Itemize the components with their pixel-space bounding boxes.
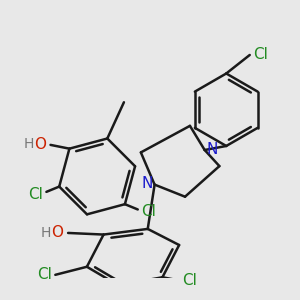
Text: O: O [34, 136, 46, 152]
Text: Cl: Cl [28, 187, 43, 202]
Text: Cl: Cl [253, 47, 268, 62]
Text: N: N [206, 142, 218, 157]
Text: H: H [41, 226, 52, 240]
Text: N: N [142, 176, 153, 191]
Text: O: O [52, 225, 64, 240]
Text: Cl: Cl [37, 267, 52, 282]
Text: Cl: Cl [182, 273, 197, 288]
Text: H: H [23, 137, 34, 151]
Text: Cl: Cl [142, 204, 156, 219]
